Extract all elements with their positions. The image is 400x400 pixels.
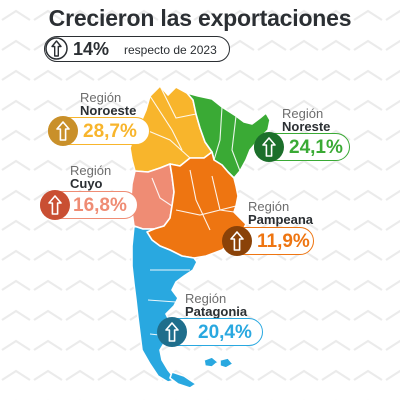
up-arrow-icon	[165, 322, 179, 342]
pampeana-arrow-badge	[222, 226, 252, 256]
up-arrow-icon	[230, 231, 244, 251]
label-cuyo: Región Cuyo	[70, 164, 111, 190]
value-noreste: 24,1%	[289, 137, 343, 158]
subtitle-percentage: 14%	[73, 39, 110, 59]
up-arrow-icon	[56, 121, 70, 141]
subtitle-badge: 14% respecto de 2023	[44, 36, 230, 62]
label-noreste: Región Noreste	[282, 107, 330, 133]
value-cuyo: 16,8%	[73, 195, 127, 216]
malvinas-islands-shape	[203, 356, 234, 369]
label-pampeana-top: Región	[248, 199, 290, 214]
subtitle-text: respecto de 2023	[124, 43, 217, 57]
value-pill-pampeana: 11,9%	[222, 226, 314, 256]
region-noreste-shape	[186, 92, 271, 179]
tierra-del-fuego-shape	[169, 371, 197, 389]
noroeste-arrow-badge	[48, 116, 78, 146]
value-pill-cuyo: 16,8%	[40, 190, 138, 220]
label-pampeana: Región Pampeana	[248, 200, 313, 226]
label-noroeste-top: Región	[80, 90, 122, 105]
value-pill-patagonia: 20,4%	[157, 317, 263, 347]
label-patagonia: Región Patagonia	[185, 292, 247, 318]
value-pill-noroeste: 28,7%	[48, 116, 150, 146]
up-arrow-icon	[48, 195, 62, 215]
label-noreste-top: Región	[282, 106, 324, 121]
label-patagonia-top: Región	[185, 291, 227, 306]
value-patagonia: 20,4%	[198, 322, 252, 343]
label-noroeste: Región Noroeste	[80, 91, 136, 117]
value-noroeste: 28,7%	[83, 121, 137, 142]
noreste-arrow-badge	[254, 132, 284, 162]
label-noreste-name: Noreste	[282, 119, 331, 134]
value-pill-noreste: 24,1%	[254, 132, 350, 162]
label-noroeste-name: Noroeste	[80, 103, 137, 118]
up-arrow-icon	[45, 37, 68, 60]
label-cuyo-top: Región	[70, 163, 112, 178]
region-cuyo-shape	[130, 163, 175, 230]
cuyo-arrow-badge	[40, 190, 70, 220]
page-title: Crecieron las exportaciones	[48, 5, 352, 31]
patagonia-arrow-badge	[157, 317, 187, 347]
label-cuyo-name: Cuyo	[70, 176, 103, 191]
value-pampeana: 11,9%	[257, 231, 310, 252]
label-pampeana-name: Pampeana	[248, 212, 314, 227]
up-arrow-icon	[262, 137, 276, 157]
label-patagonia-name: Patagonia	[185, 304, 248, 319]
